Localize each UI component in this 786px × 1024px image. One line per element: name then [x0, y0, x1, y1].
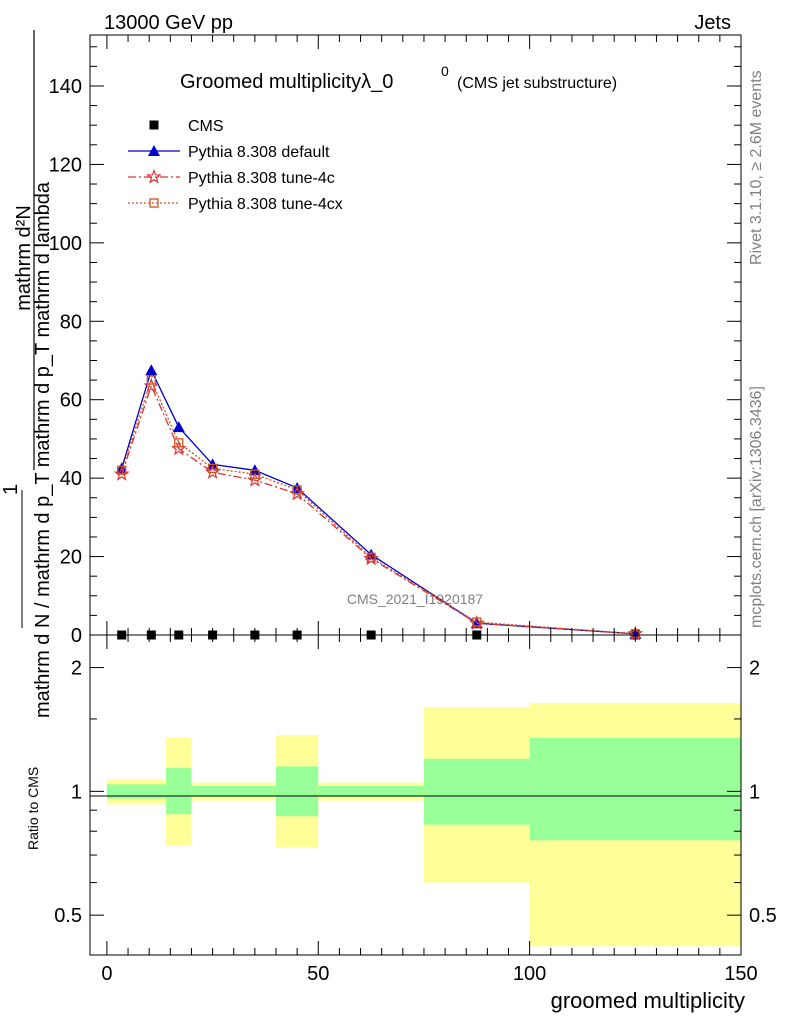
x-axis-label: groomed multiplicity: [551, 988, 745, 1013]
x-tick-label: 150: [724, 963, 757, 985]
legend-marker: [146, 168, 162, 184]
main-series: [113, 364, 644, 641]
ratio-y-tick-label-right: 1: [749, 781, 760, 803]
collision-label: 13000 GeV pp: [104, 12, 233, 34]
data-point: [143, 377, 160, 393]
data-point: [292, 485, 302, 495]
ratio-y-tick-label: 1: [71, 781, 82, 803]
y-tick-label: 120: [49, 154, 82, 176]
data-point: [113, 465, 130, 481]
legend-label: Pythia 8.308 default: [188, 144, 330, 161]
y-tick-label: 0: [71, 625, 82, 647]
y-tick-label: 40: [60, 468, 82, 490]
y-axis-label: 1 mathrm d²N mathrm d N / mathrm d p_T m…: [0, 30, 54, 718]
ratio-y-label: Ratio to CMS: [25, 767, 41, 850]
analysis-label: CMS_2021_I1920187: [347, 591, 483, 607]
ratio-band-green: [423, 758, 530, 825]
ratio-band-green: [191, 786, 276, 797]
y-axis-prefix: 1: [0, 484, 22, 495]
x-tick-label: 50: [307, 963, 329, 985]
data-point: [146, 375, 156, 385]
ratio-band-green: [106, 784, 167, 799]
legend-label: Pythia 8.308 tune-4cx: [188, 196, 343, 213]
legend-marker: [149, 198, 159, 208]
ratio-band-green: [276, 766, 319, 817]
data-point: [174, 438, 184, 448]
ratio-band-green: [318, 786, 424, 797]
legend-label: Pythia 8.308 tune-4c: [188, 170, 335, 187]
ratio-frame: [89, 634, 742, 956]
series-line: [121, 384, 636, 635]
legend: CMS Pythia 8.308 default Pythia 8.308 tune…: [128, 118, 343, 213]
y-tick-label: 20: [60, 547, 82, 569]
ratio-axis-ticks: 0.5 0.5 1 1 2 2: [54, 658, 777, 928]
series-line: [121, 378, 636, 635]
data-point: [366, 552, 376, 563]
data-point: [172, 421, 185, 433]
x-tick-label: 100: [513, 963, 546, 985]
ratio-y-tick-label: 2: [71, 658, 82, 680]
chart-title-suffix: (CMS jet substructure): [457, 75, 617, 92]
data-point: [472, 617, 482, 627]
chart-title: Groomed multiplicityλ_0: [180, 71, 393, 93]
process-label: Jets: [694, 12, 731, 34]
data-point: [145, 364, 158, 376]
x-axis-ticks: 0 50 100 150: [101, 35, 758, 985]
y-tick-label: 60: [60, 390, 82, 412]
source-label: mcplots.cern.ch [arXiv:1306.3436]: [748, 386, 765, 628]
y-tick-label: 80: [60, 311, 82, 333]
chart-title-superscript: 0: [441, 63, 449, 79]
data-point: [250, 469, 260, 479]
data-point: [117, 465, 127, 475]
ratio-y-tick-label-right: 0.5: [749, 905, 777, 927]
ratio-panel: 0.5 0.5 1 1 2 2 Ratio to CMS: [25, 634, 777, 956]
ratio-band-green: [529, 737, 741, 841]
x-tick-label: 0: [101, 963, 112, 985]
rivet-label: Rivet 3.1.10, ≥ 2.6M events: [748, 70, 765, 265]
ratio-y-tick-label: 0.5: [54, 905, 82, 927]
ratio-band-green: [166, 767, 192, 815]
legend-marker: [149, 120, 159, 130]
ratio-bands: [106, 703, 741, 947]
y-tick-label: 140: [49, 76, 82, 98]
ratio-y-tick-label-right: 2: [749, 658, 760, 680]
main-axis-ticks: 0 20 40 60 80 100 120 140: [49, 46, 741, 647]
y-tick-label: 100: [49, 233, 82, 255]
y-axis-numerator: mathrm d²N: [13, 205, 35, 311]
legend-marker: [148, 145, 160, 156]
main-panel: Groomed multiplicityλ_0 0 (CMS jet subst…: [49, 34, 742, 647]
data-point: [207, 463, 218, 473]
legend-label: CMS: [188, 118, 224, 135]
y-axis-denominator: mathrm d N / mathrm d p_T mathrm d p_T m…: [32, 181, 54, 718]
data-point: [204, 464, 221, 479]
